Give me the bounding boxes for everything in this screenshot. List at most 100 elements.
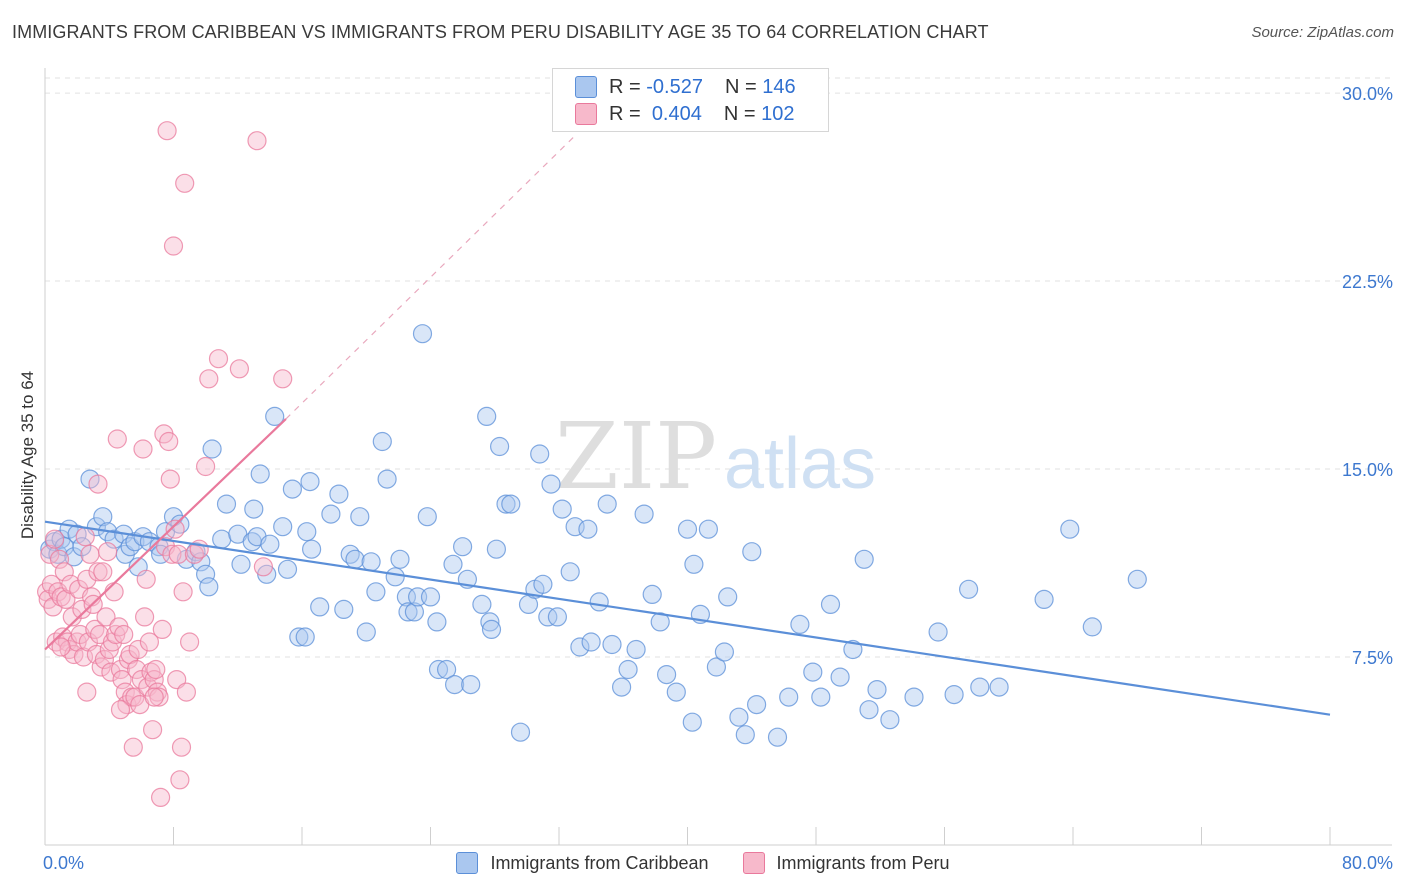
legend-r-value-caribbean: -0.527 <box>646 75 703 98</box>
caribbean-point <box>533 574 553 594</box>
data-points <box>36 121 1147 808</box>
caribbean-point <box>618 659 638 680</box>
peru-point <box>44 529 65 549</box>
caribbean-point <box>366 582 386 602</box>
series-legend: Immigrants from Caribbean Immigrants fro… <box>0 852 1406 874</box>
y-tick-label: 30.0% <box>1342 84 1393 104</box>
peru-point <box>70 624 90 645</box>
caribbean-point <box>1127 569 1147 589</box>
peru-point <box>107 429 127 449</box>
x-tick-label-max: 80.0% <box>1342 853 1393 873</box>
caribbean-point <box>244 499 264 519</box>
peru-trend-extension <box>285 135 576 420</box>
legend-label-caribbean: Immigrants from Caribbean <box>490 852 709 873</box>
caribbean-point <box>212 529 232 549</box>
caribbean-point <box>443 554 463 574</box>
peru-point <box>247 131 267 151</box>
peru-point <box>146 659 166 680</box>
caribbean-point <box>803 662 823 682</box>
caribbean-point <box>1060 519 1080 539</box>
peru-point <box>173 582 193 602</box>
caribbean-point <box>385 567 405 587</box>
peru-point <box>110 659 131 680</box>
caribbean-point <box>265 406 285 426</box>
caribbean-point <box>811 687 831 707</box>
caribbean-point <box>202 439 222 459</box>
peru-point <box>253 557 273 577</box>
legend-r-label: R = <box>609 75 641 98</box>
caribbean-point <box>356 622 376 642</box>
legend-row-caribbean: R = -0.527 N = 146 <box>575 74 796 100</box>
caribbean-point <box>428 659 449 680</box>
caribbean-point <box>372 431 392 452</box>
caribbean-point <box>481 619 502 640</box>
caribbean-point <box>412 324 433 344</box>
caribbean-point <box>477 406 497 426</box>
legend-swatch-peru <box>575 103 597 125</box>
caribbean-point <box>742 542 762 562</box>
y-tick-label: 15.0% <box>1342 460 1393 480</box>
caribbean-point <box>570 637 590 657</box>
caribbean-point <box>677 519 698 539</box>
caribbean-point <box>437 659 457 680</box>
peru-point <box>88 474 108 494</box>
caribbean-point <box>345 549 365 569</box>
caribbean-point <box>698 519 719 539</box>
peru-point <box>77 682 97 702</box>
caribbean-point <box>928 622 948 642</box>
peru-point <box>170 770 190 790</box>
peru-point <box>139 632 159 652</box>
caribbean-point <box>461 674 481 695</box>
legend-n-label: N = <box>723 102 756 125</box>
legend-item-caribbean[interactable]: Immigrants from Caribbean <box>456 852 709 874</box>
legend-r-value-peru: 0.404 <box>651 102 702 125</box>
peru-point <box>123 737 143 757</box>
caribbean-point <box>642 584 662 605</box>
caribbean-point <box>626 639 646 660</box>
peru-point <box>176 682 196 702</box>
peru-point <box>196 456 216 477</box>
peru-point <box>51 637 71 657</box>
caribbean-point <box>427 612 447 632</box>
peru-point <box>97 542 118 562</box>
axes <box>44 68 1392 846</box>
peru-point <box>162 544 182 564</box>
caribbean-point <box>830 667 850 687</box>
caribbean-point <box>530 444 550 464</box>
caribbean-point <box>321 504 341 524</box>
peru-point <box>88 562 108 582</box>
caribbean-point <box>1082 617 1102 637</box>
legend-row-peru: R = 0.404 N = 102 <box>575 101 795 127</box>
caribbean-point <box>398 602 418 622</box>
caribbean-point <box>297 522 317 542</box>
peru-point <box>40 544 60 564</box>
peru-point <box>93 562 113 582</box>
peru-point <box>136 569 156 589</box>
legend-n-label: N = <box>724 75 757 98</box>
legend-swatch-peru <box>742 852 765 874</box>
caribbean-point <box>859 700 879 720</box>
watermark-zip: ZIP <box>555 403 717 510</box>
peru-point <box>165 519 185 539</box>
legend-r-label: R = <box>609 102 641 125</box>
caribbean-point <box>602 634 622 655</box>
peru-point <box>149 687 169 707</box>
y-tick-label: 7.5% <box>1352 648 1393 668</box>
trend-lines <box>44 135 1331 716</box>
peru-point <box>41 574 62 594</box>
legend-item-peru[interactable]: Immigrants from Peru <box>742 852 950 874</box>
caribbean-point <box>666 682 686 702</box>
caribbean-point <box>611 677 632 697</box>
peru-point <box>80 544 100 564</box>
correlation-legend: R = -0.527 N = 146 R = 0.404 N = 102 <box>552 68 829 132</box>
caribbean-point <box>589 592 609 612</box>
peru-point <box>56 589 76 610</box>
caribbean-point <box>843 639 863 660</box>
caribbean-point <box>404 602 424 622</box>
caribbean-point <box>970 677 990 697</box>
peru-point <box>199 369 219 389</box>
caribbean-point <box>944 684 964 705</box>
x-tick-label-min: 0.0% <box>43 853 84 873</box>
caribbean-point <box>501 494 521 514</box>
